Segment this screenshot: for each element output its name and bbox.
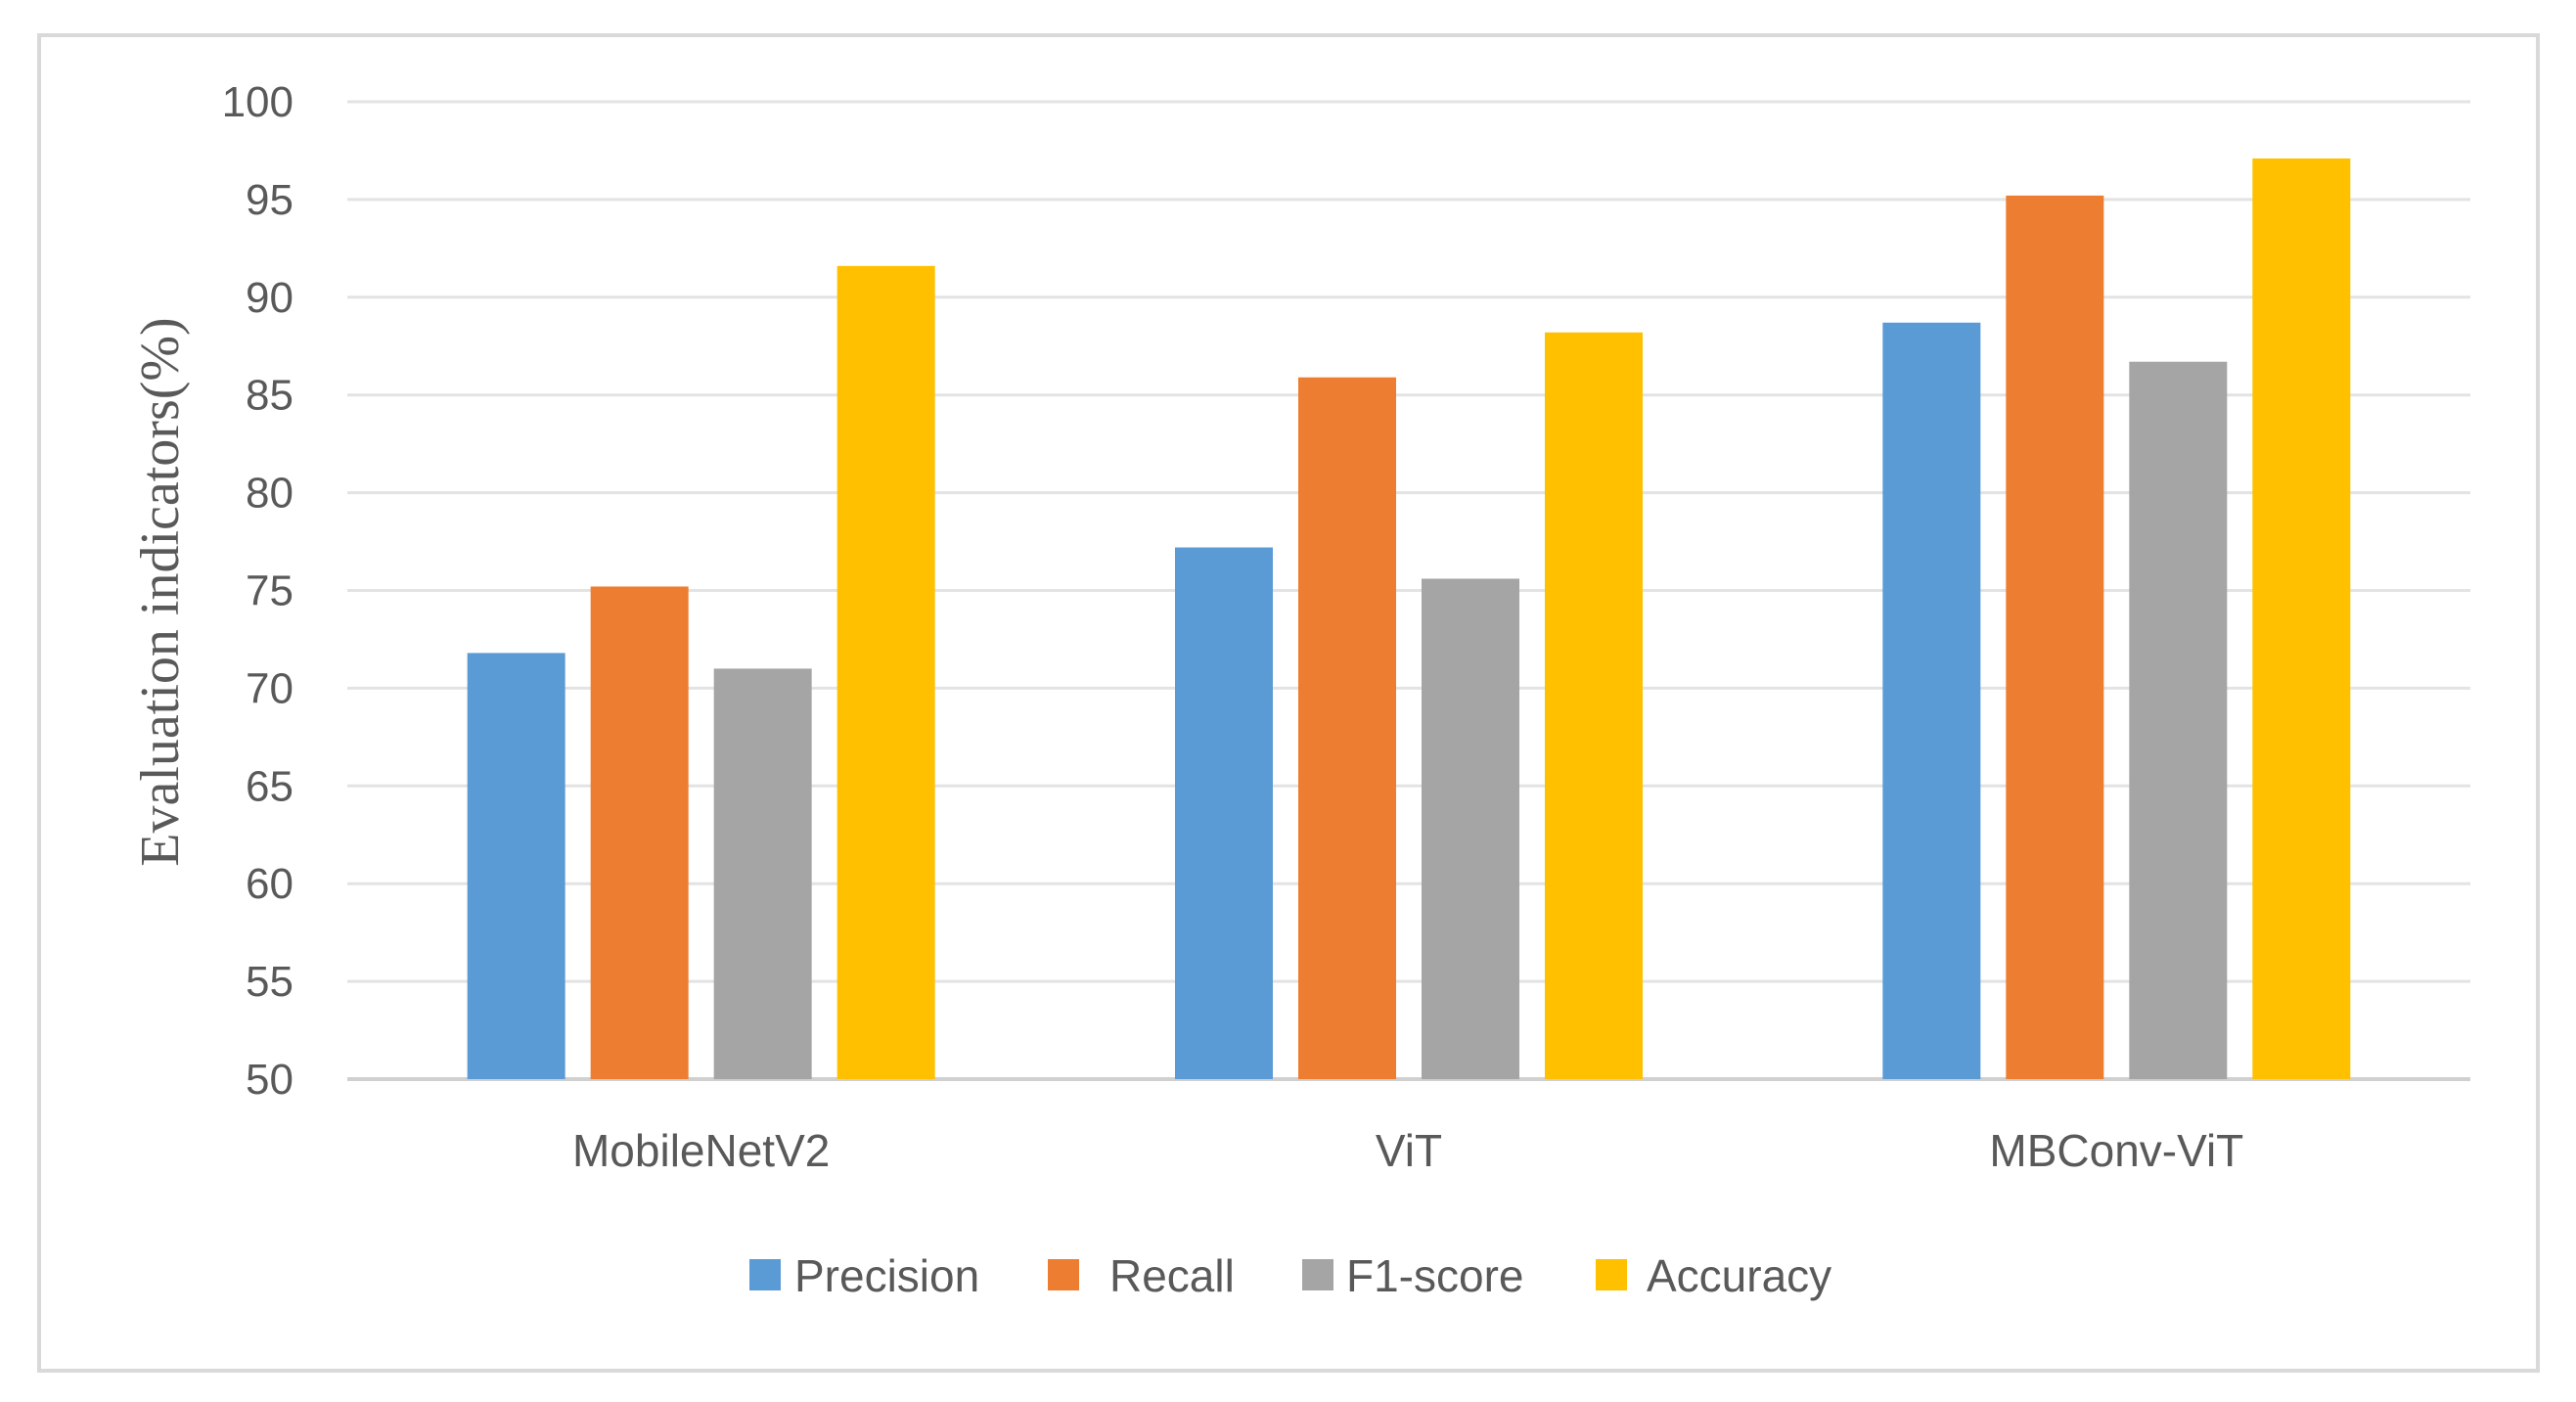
y-tick-label: 55 — [246, 958, 294, 1006]
bar-accuracy — [1545, 332, 1643, 1079]
category-label: MBConv-ViT — [1989, 1125, 2243, 1176]
bar-recall — [2006, 195, 2104, 1080]
y-tick-label: 70 — [246, 664, 294, 712]
bar-precision — [467, 653, 565, 1079]
y-tick-label: 50 — [246, 1056, 294, 1104]
y-tick-label: 60 — [246, 860, 294, 908]
y-axis-tick-labels: 50 55 60 65 70 75 80 85 90 95 100 — [222, 78, 294, 1104]
y-tick-label: 90 — [246, 274, 294, 322]
gridlines — [347, 100, 2470, 1081]
y-axis-title: Evaluation indicators(%) — [130, 317, 191, 866]
legend-swatch — [749, 1259, 781, 1290]
y-tick-label: 75 — [246, 567, 294, 615]
legend-swatch — [1048, 1259, 1079, 1290]
category-label: MobileNetV2 — [572, 1125, 830, 1176]
bar-accuracy — [836, 265, 935, 1079]
bar-accuracy — [2252, 158, 2351, 1079]
legend-label: Recall — [1109, 1250, 1235, 1301]
chart-frame — [37, 33, 2540, 1373]
x-axis-category-labels: MobileNetV2 ViT MBConv-ViT — [572, 1125, 2243, 1176]
legend-swatch — [1596, 1259, 1627, 1290]
y-tick-label: 80 — [246, 470, 294, 518]
category-label: ViT — [1376, 1125, 1442, 1176]
bars — [467, 158, 2351, 1080]
legend: Precision Recall F1-score Accuracy — [749, 1250, 1831, 1301]
bar-f1-score — [713, 668, 812, 1079]
bar-f1-score — [2129, 361, 2228, 1079]
y-tick-label: 95 — [246, 176, 294, 224]
bar-f1-score — [1422, 578, 1519, 1079]
bar-recall — [590, 586, 689, 1079]
bar-precision — [1882, 322, 1981, 1079]
legend-label: F1-score — [1346, 1250, 1523, 1301]
legend-label: Precision — [794, 1250, 979, 1301]
y-tick-label: 85 — [246, 372, 294, 420]
legend-label: Accuracy — [1647, 1250, 1831, 1301]
bar-precision — [1175, 547, 1273, 1079]
y-tick-label: 65 — [246, 762, 294, 810]
legend-swatch — [1302, 1259, 1333, 1290]
y-tick-label: 100 — [222, 78, 294, 126]
bar-recall — [1298, 377, 1396, 1079]
